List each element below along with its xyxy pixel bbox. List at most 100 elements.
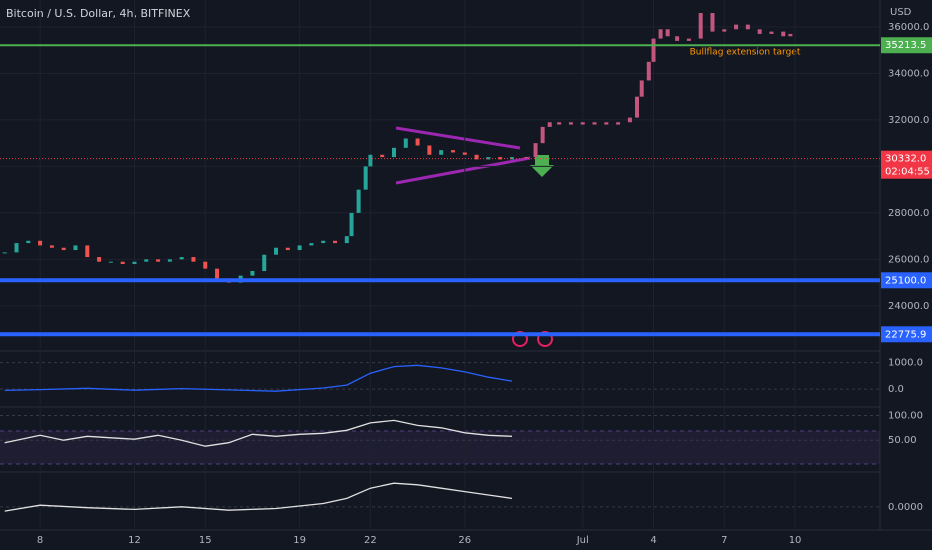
candle — [450, 150, 455, 153]
candle — [403, 138, 408, 148]
x-tick-label: Jul — [576, 535, 589, 546]
current-price-box — [881, 150, 932, 179]
level-label: 35213.5 — [885, 40, 926, 51]
candle — [356, 189, 361, 213]
x-tick-label: 22 — [364, 535, 377, 546]
candle — [686, 38, 691, 41]
candle — [203, 261, 208, 269]
currency-label: USD — [890, 7, 912, 18]
candle — [191, 257, 196, 262]
candle — [156, 259, 161, 262]
indicator-line — [4, 482, 513, 512]
candle — [285, 247, 290, 251]
candle — [333, 240, 338, 244]
candle — [639, 80, 644, 97]
candle — [665, 29, 670, 37]
candle — [321, 240, 326, 244]
candle — [524, 157, 529, 159]
candle — [498, 157, 503, 160]
candle — [380, 154, 385, 158]
candle — [557, 122, 562, 125]
candle — [215, 268, 220, 281]
candle — [710, 13, 715, 32]
rsi-band — [0, 431, 880, 464]
candle — [722, 29, 727, 32]
candle — [757, 29, 762, 34]
annotation: Bullflag extension target — [690, 48, 801, 58]
candle — [675, 36, 680, 41]
candle — [734, 24, 739, 30]
candle — [274, 247, 279, 255]
candle — [391, 147, 396, 158]
level-box — [881, 272, 932, 289]
x-tick-label: 4 — [650, 535, 656, 546]
candle — [344, 236, 349, 244]
candle — [568, 122, 573, 125]
x-tick-label: 15 — [199, 535, 212, 546]
candle — [120, 261, 125, 265]
candle — [698, 13, 703, 39]
candle — [61, 247, 66, 251]
candle — [363, 166, 368, 190]
candle — [547, 122, 552, 127]
y-tick-label: 32000.0 — [888, 115, 929, 126]
candle — [38, 240, 43, 246]
candle — [658, 29, 663, 39]
candle — [486, 157, 491, 160]
candle — [646, 61, 651, 81]
flag-trendline — [395, 126, 521, 150]
candle — [2, 252, 7, 254]
indicator-line — [4, 419, 513, 447]
x-tick-label: 26 — [458, 535, 471, 546]
level-box — [881, 326, 932, 343]
candle — [368, 154, 373, 167]
candle — [179, 257, 184, 260]
x-tick-label: 19 — [293, 535, 306, 546]
current-price-label: 30332.0 — [885, 154, 926, 165]
y-tick-label: 0.0 — [888, 384, 904, 395]
y-tick-label: 0.0000 — [888, 502, 923, 513]
y-tick-label: 28000.0 — [888, 208, 929, 219]
candle — [73, 245, 78, 251]
x-tick-label: 12 — [128, 535, 141, 546]
candle — [616, 122, 621, 125]
x-tick-label: 7 — [721, 535, 727, 546]
candle — [297, 245, 302, 251]
y-tick-label: 34000.0 — [888, 68, 929, 79]
candle — [427, 145, 432, 155]
indicator-line — [4, 364, 513, 392]
candle — [745, 24, 750, 30]
candle — [144, 259, 149, 262]
level-label: 22775.9 — [885, 329, 926, 340]
level-box — [881, 37, 932, 54]
candle — [97, 257, 102, 262]
candle — [592, 122, 597, 125]
x-tick-label: 8 — [37, 535, 43, 546]
candle — [788, 33, 793, 37]
candle — [14, 243, 19, 253]
candle — [604, 122, 609, 125]
candle — [439, 150, 444, 155]
y-tick-label: 24000.0 — [888, 301, 929, 312]
y-tick-label: 100.00 — [888, 410, 923, 421]
countdown-label: 02:04:55 — [885, 167, 930, 178]
candle — [580, 122, 585, 125]
y-tick-label: 50.00 — [888, 435, 917, 446]
candle — [474, 154, 479, 160]
candle — [108, 261, 113, 263]
candle — [167, 259, 172, 262]
candle — [634, 96, 639, 118]
candle — [262, 254, 267, 271]
candle — [651, 38, 656, 62]
candle — [781, 31, 786, 37]
flag-trendline — [395, 156, 531, 185]
candle — [49, 245, 54, 248]
candle — [85, 245, 90, 258]
candle — [627, 117, 632, 123]
candle — [132, 261, 137, 265]
candle — [250, 270, 255, 276]
y-tick-label: 26000.0 — [888, 254, 929, 265]
y-tick-label: 1000.0 — [888, 358, 923, 369]
